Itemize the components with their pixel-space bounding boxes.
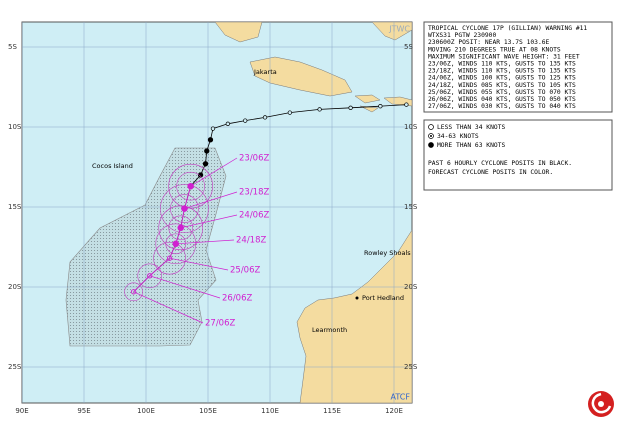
lon-label: 120E (385, 407, 403, 415)
legend-symbol (430, 135, 432, 137)
place-label: Cocos Island (92, 162, 133, 170)
past-position (404, 102, 409, 107)
legend-box (423, 119, 613, 191)
past-position (287, 110, 292, 115)
place-label: Jakarta (253, 68, 277, 76)
lat-label: 20S (404, 283, 418, 291)
info-line: 23/18Z, WINDS 110 KTS, GUSTS TO 135 KTS (428, 68, 576, 75)
lat-label: 5S (404, 43, 413, 51)
info-line: 27/06Z, WINDS 030 KTS, GUSTS TO 040 KTS (428, 103, 576, 110)
legend-symbol (428, 124, 434, 130)
past-position (197, 172, 204, 178)
info-line: 24/18Z, WINDS 085 KTS, GUSTS TO 105 KTS (428, 82, 576, 89)
lon-label: 115E (323, 407, 341, 415)
label-leader (169, 257, 229, 271)
label-leader (184, 191, 238, 209)
info-line: WTXS31 PGTW 230900 (428, 32, 496, 39)
logo (588, 391, 614, 417)
past-position (378, 104, 383, 109)
past-position (210, 126, 216, 131)
forecast-label: 26/06Z (222, 294, 252, 304)
forecast-position (147, 273, 153, 279)
legend-note: PAST 6 HOURLY CYCLONE POSITS IN BLACK. (428, 160, 572, 167)
place-dot (355, 296, 359, 300)
label-leader (175, 239, 235, 245)
info-box (423, 21, 613, 113)
legend-item: MORE THAN 63 KNOTS (437, 142, 505, 149)
agency-label: JTWC (388, 25, 410, 34)
forecast-label: 24/06Z (239, 211, 269, 221)
place-label: Learmonth (312, 326, 347, 334)
info-line: MOVING 210 DEGREES TRUE AT 08 KNOTS (428, 46, 561, 53)
forecast-position (166, 255, 173, 261)
wind-radius (165, 233, 187, 255)
label-leader (133, 291, 204, 324)
wind-radius (153, 241, 186, 275)
info-line: 24/06Z, WINDS 100 KTS, GUSTS TO 125 KTS (428, 75, 576, 82)
info-line: TROPICAL CYCLONE 17P (GILLIAN) WARNING #… (428, 25, 587, 32)
forecast-label: 27/06Z (205, 319, 235, 329)
lat-label: 5S (8, 43, 17, 51)
info-line: 23/06Z, WINDS 110 KTS, GUSTS TO 135 KTS (428, 61, 576, 68)
forecast-label: 24/18Z (236, 236, 266, 246)
lon-label: 105E (199, 407, 217, 415)
lon-label: 110E (261, 407, 279, 415)
forecast-label: 25/06Z (230, 266, 260, 276)
wind-radius (124, 282, 143, 302)
legend-item: LESS THAN 34 KNOTS (437, 124, 505, 131)
lon-label: 95E (77, 407, 90, 415)
info-line: 26/06Z, WINDS 040 KTS, GUSTS TO 050 KTS (428, 96, 576, 103)
agency-label: ATCF (391, 393, 411, 402)
wind-radius (160, 184, 209, 233)
legend-note: FORECAST CYCLONE POSITS IN COLOR. (428, 169, 553, 176)
past-position (243, 118, 248, 123)
lat-label: 15S (8, 203, 22, 211)
land (249, 56, 353, 97)
lon-label: 90E (15, 407, 28, 415)
place-label: Rowley Shoals (364, 249, 411, 257)
info-line: 230600Z POSIT: NEAR 13.7S 103.6E (428, 39, 550, 46)
forecast-label: 23/18Z (239, 188, 269, 198)
lat-label: 10S (8, 123, 22, 131)
past-position (317, 107, 322, 112)
place-label: Port Hedland (362, 294, 404, 302)
wind-radius (137, 263, 163, 289)
map-layer (22, 22, 412, 403)
lat-label: 15S (404, 203, 418, 211)
lat-label: 25S (404, 363, 418, 371)
label-leader (149, 275, 221, 299)
lon-label: 100E (137, 407, 155, 415)
info-line: 25/06Z, WINDS 055 KTS, GUSTS TO 070 KTS (428, 89, 576, 96)
wind-radius (158, 205, 204, 251)
past-position (204, 148, 210, 154)
past-position (262, 115, 268, 120)
label-leader (180, 214, 238, 229)
info-line: MAXIMUM SIGNIFICANT WAVE HEIGHT: 31 FEET (428, 53, 580, 60)
wind-radius (168, 215, 194, 241)
land (296, 229, 412, 403)
lat-label: 20S (8, 283, 22, 291)
past-position (207, 137, 214, 143)
land (214, 22, 263, 43)
label-leader (190, 157, 238, 187)
forecast-position (130, 289, 137, 295)
forecast-label: 23/06Z (239, 154, 269, 164)
past-position (348, 105, 353, 110)
past-position (225, 121, 230, 126)
past-position (202, 161, 209, 167)
legend-item: 34-63 KNOTS (437, 133, 479, 140)
wind-radius (155, 223, 197, 265)
legend-symbol (428, 142, 434, 148)
lat-label: 10S (404, 123, 418, 131)
lat-label: 25S (8, 363, 22, 371)
land (371, 22, 412, 41)
wind-radius (176, 171, 205, 201)
